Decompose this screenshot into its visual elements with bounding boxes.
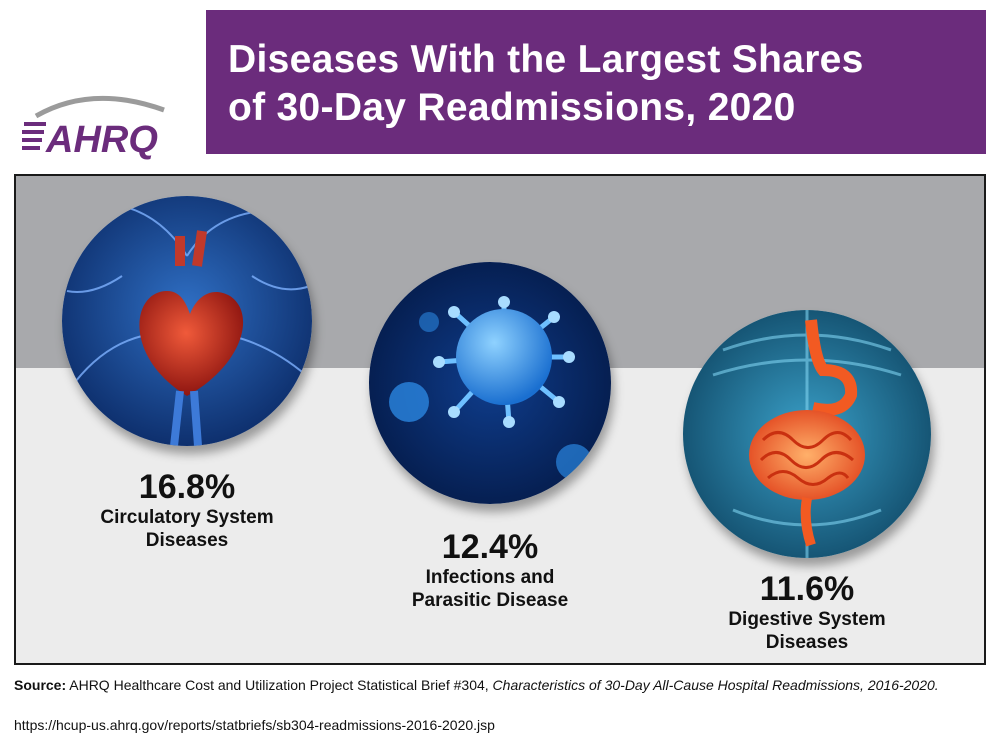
virus-image-circle bbox=[369, 262, 611, 504]
source-text: AHRQ Healthcare Cost and Utilization Pro… bbox=[69, 677, 489, 693]
logo-text: AHRQ bbox=[45, 119, 158, 161]
title-line-1: Diseases With the Largest Shares bbox=[228, 38, 864, 81]
stat-label: Circulatory System Diseases bbox=[100, 507, 274, 551]
stat-value: 11.6% bbox=[759, 570, 855, 608]
ahrq-logo: AHRQ bbox=[22, 92, 202, 162]
intestine-icon bbox=[683, 310, 931, 558]
source-url: https://hcup-us.ahrq.gov/reports/statbri… bbox=[14, 717, 495, 733]
stat-infections: 12.4% Infections and Parasitic Disease bbox=[369, 528, 611, 612]
infographic-panel: 16.8% Circulatory System Diseases 12.4% … bbox=[14, 174, 986, 665]
stat-label: Infections and Parasitic Disease bbox=[411, 567, 569, 611]
source-prefix: Source: bbox=[14, 677, 67, 693]
title-line-2: of 30-Day Readmissions, 2020 bbox=[228, 86, 796, 129]
intestine-image-circle bbox=[683, 310, 931, 558]
virus-icon bbox=[369, 262, 611, 504]
stat-digestive: 11.6% Digestive System Diseases bbox=[683, 570, 931, 654]
stat-circulatory: 16.8% Circulatory System Diseases bbox=[62, 468, 312, 552]
stat-label: Digestive System Diseases bbox=[728, 609, 886, 653]
source-citation: Source: AHRQ Healthcare Cost and Utiliza… bbox=[14, 676, 974, 695]
heart-image-circle bbox=[62, 196, 312, 446]
source-title: Characteristics of 30-Day All-Cause Hosp… bbox=[492, 677, 939, 693]
stat-value: 12.4% bbox=[441, 528, 539, 566]
heart-icon bbox=[62, 196, 312, 446]
title-banner: Diseases With the Largest Shares of 30-D… bbox=[206, 10, 986, 154]
stat-value: 16.8% bbox=[138, 468, 236, 506]
